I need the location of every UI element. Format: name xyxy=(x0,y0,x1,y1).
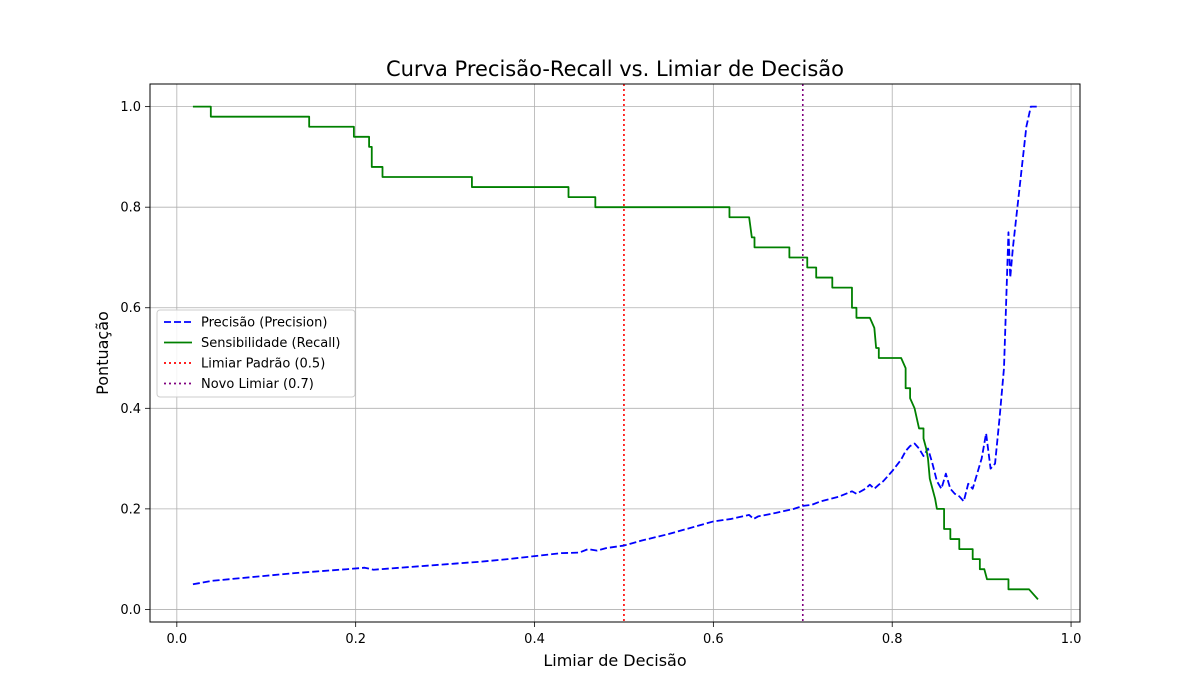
plot-frame xyxy=(149,83,1081,623)
x-tick-label: 0.0 xyxy=(166,632,187,647)
legend-box xyxy=(156,309,356,398)
x-axis-ticks: 0.0 0.2 0.4 0.6 0.8 1.0 xyxy=(166,622,1081,647)
y-tick-label: 0.2 xyxy=(120,502,141,517)
legend-label: Novo Limiar (0.7) xyxy=(201,377,314,392)
legend-label: Limiar Padrão (0.5) xyxy=(201,357,325,372)
legend-label: Precisão (Precision) xyxy=(201,316,327,331)
x-tick-label: 0.4 xyxy=(524,632,545,647)
y-tick-label: 0.8 xyxy=(120,201,141,216)
y-tick-label: 0.4 xyxy=(120,402,141,417)
y-axis-label: Pontuação xyxy=(93,311,112,395)
series-lines xyxy=(192,105,1040,600)
x-axis-label: Limiar de Decisão xyxy=(543,651,686,670)
y-tick-label: 0.0 xyxy=(120,603,141,618)
x-tick-label: 1.0 xyxy=(1061,632,1082,647)
y-axis-ticks: 0.0 0.2 0.4 0.6 0.8 1.0 xyxy=(120,100,150,618)
y-tick-label: 0.6 xyxy=(120,301,141,316)
chart-title: Curva Precisão-Recall vs. Limiar de Deci… xyxy=(386,57,844,81)
x-tick-label: 0.2 xyxy=(345,632,366,647)
legend: Precisão (Precision) Sensibilidade (Recal… xyxy=(156,309,356,398)
x-tick-label: 0.6 xyxy=(703,632,724,647)
y-tick-label: 1.0 xyxy=(120,100,141,115)
x-tick-label: 0.8 xyxy=(882,632,903,647)
legend-label: Sensibilidade (Recall) xyxy=(201,336,341,351)
series-line-0 xyxy=(192,105,1040,586)
series-line-1 xyxy=(192,105,1039,600)
